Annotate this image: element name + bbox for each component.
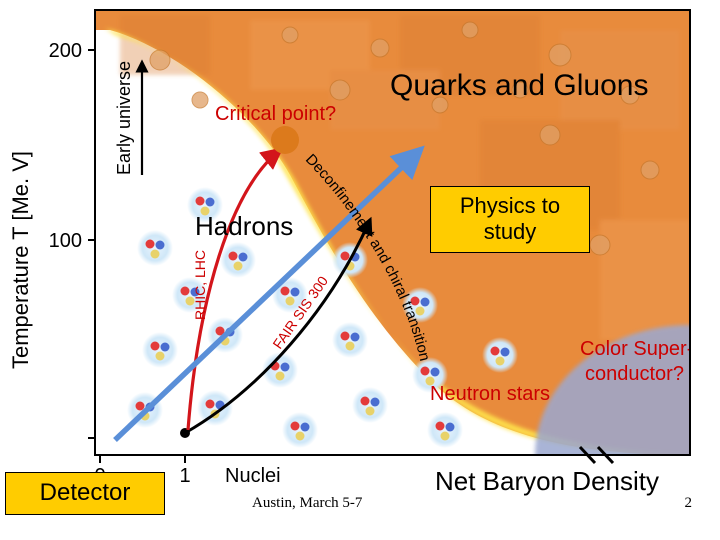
rhic-lhc-label: RHIC, LHC bbox=[192, 250, 208, 320]
y-axis-label: Temperature T [Me. V] bbox=[8, 151, 33, 369]
early-universe-label: Early universe bbox=[114, 61, 134, 175]
plot-regions: Early universe Quarks and Gluons Hadrons… bbox=[95, 10, 720, 540]
csc-label-2: conductor? bbox=[585, 363, 684, 385]
footer-text: Austin, March 5-7 bbox=[252, 495, 362, 512]
critical-point-dot bbox=[271, 126, 299, 154]
physics-callout: Physics to study bbox=[430, 186, 590, 253]
hadrons-label: Hadrons bbox=[195, 211, 293, 241]
svg-text:200: 200 bbox=[49, 40, 82, 62]
detector-callout: Detector bbox=[5, 472, 165, 515]
csc-label-1: Color Super- bbox=[580, 338, 693, 360]
x-tick-1: 1 bbox=[179, 465, 190, 487]
neutron-stars-label: Neutron stars bbox=[430, 383, 550, 405]
y-axis: 100 200 bbox=[49, 40, 95, 438]
phase-diagram-slide: Early universe Quarks and Gluons Hadrons… bbox=[0, 0, 720, 540]
slide-number: 2 bbox=[685, 495, 693, 512]
x-axis-label: Net Baryon Density bbox=[435, 466, 659, 496]
phase-diagram-svg: Early universe Quarks and Gluons Hadrons… bbox=[0, 0, 720, 540]
nuclei-label: Nuclei bbox=[225, 465, 281, 487]
svg-text:100: 100 bbox=[49, 230, 82, 252]
qgp-label: Quarks and Gluons bbox=[390, 69, 648, 102]
critical-point-label: Critical point? bbox=[215, 103, 336, 125]
